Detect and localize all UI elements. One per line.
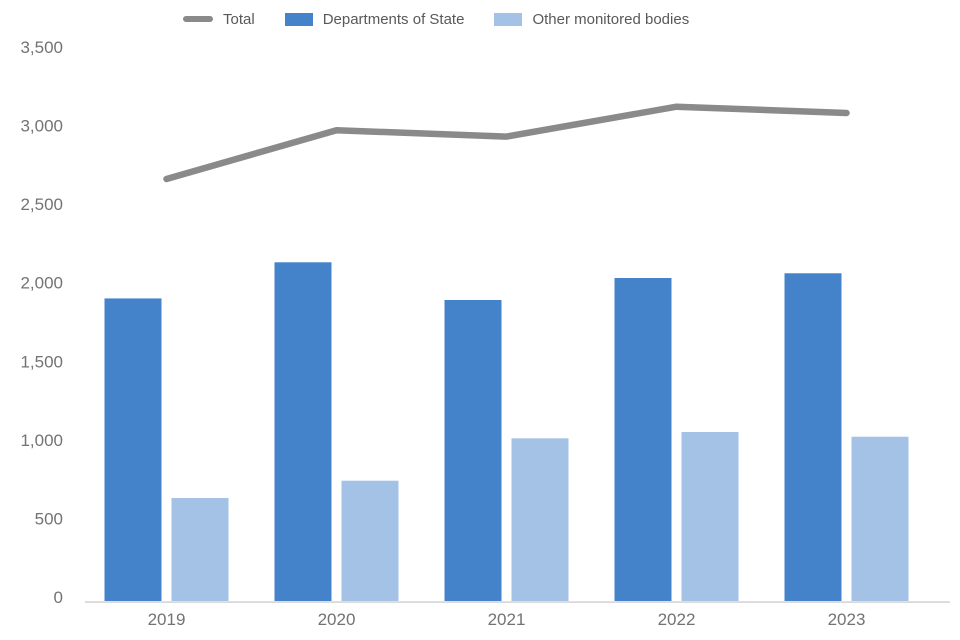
- legend-item-other-monitored-bodies: Other monitored bodies: [494, 11, 689, 28]
- y-tick-label-3-500: 3,500: [20, 38, 63, 57]
- legend-label-total: Total: [223, 10, 255, 28]
- y-tick-label-500: 500: [35, 509, 63, 528]
- y-tick-label-3-000: 3,000: [20, 117, 63, 136]
- x-axis-label-2021: 2021: [488, 610, 526, 629]
- bar-departments-of-state-2020: [274, 262, 332, 601]
- legend-item-departments-of-state: Departments of State: [284, 10, 465, 28]
- x-axis-label-2020: 2020: [318, 610, 356, 629]
- x-axis-label-2022: 2022: [658, 610, 696, 629]
- y-tick-label-2-000: 2,000: [20, 274, 63, 293]
- legend-item-total: Total: [183, 11, 255, 28]
- y-tick-label-0: 0: [54, 588, 63, 607]
- bar-departments-of-state-2019: [104, 298, 162, 601]
- y-tick-label-1-500: 1,500: [20, 352, 63, 371]
- total-line: [163, 103, 850, 183]
- bar-departments-of-state-2023: [784, 273, 842, 601]
- departments-of-state-swatch-icon: [284, 12, 313, 26]
- bar-departments-of-state-2021: [444, 300, 502, 601]
- bar-other-monitored-bodies-2019: [171, 498, 229, 601]
- x-axis-line: [85, 601, 950, 603]
- legend-label-other-monitored-bodies: Other monitored bodies: [532, 10, 690, 28]
- y-tick-label-2-500: 2,500: [20, 195, 63, 214]
- bar-other-monitored-bodies-2021: [511, 438, 569, 601]
- other-monitored-bodies-swatch-icon: [494, 12, 523, 26]
- bar-departments-of-state-2022: [614, 278, 672, 601]
- y-tick-label-1-000: 1,000: [20, 431, 63, 450]
- bar-other-monitored-bodies-2020: [341, 480, 399, 601]
- total-line-swatch-icon: [183, 16, 213, 22]
- legend: Total Departments of State Other monitor…: [183, 8, 689, 30]
- legend-label-departments-of-state: Departments of State: [322, 10, 465, 28]
- x-axis-label-2019: 2019: [148, 610, 186, 629]
- bar-other-monitored-bodies-2023: [851, 436, 909, 601]
- x-axis-label-2023: 2023: [828, 610, 866, 629]
- bar-other-monitored-bodies-2022: [681, 432, 739, 601]
